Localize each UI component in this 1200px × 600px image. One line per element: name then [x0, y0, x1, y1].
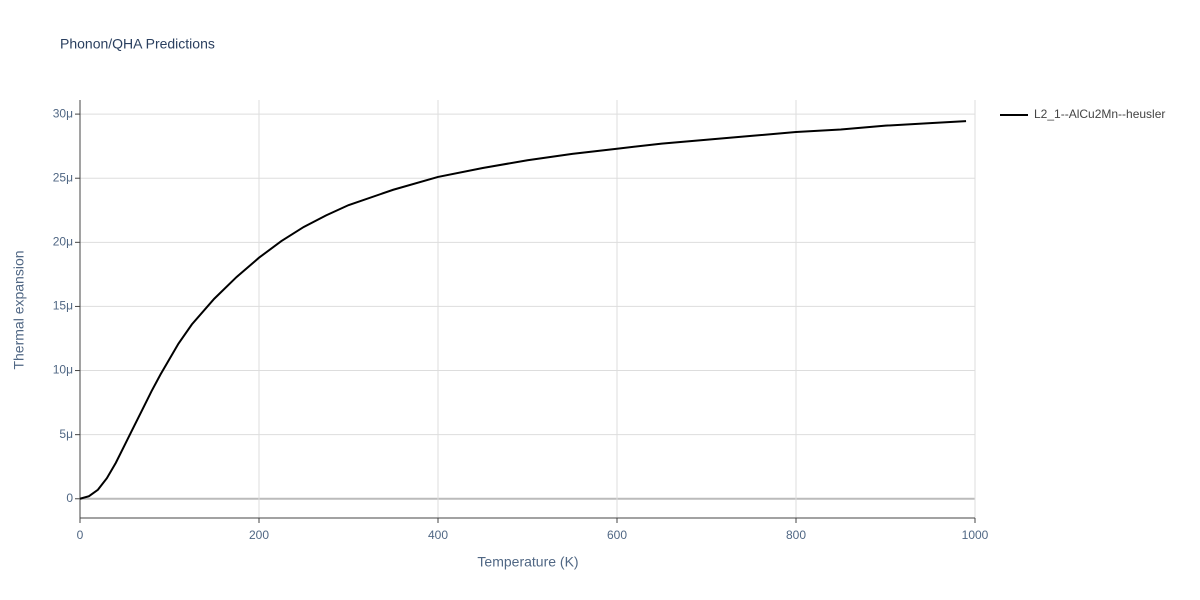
- y-tick-label: 5μ: [59, 427, 73, 441]
- y-tick-label: 20μ: [53, 234, 73, 248]
- y-tick-label: 10μ: [53, 363, 73, 377]
- legend-label: L2_1--AlCu2Mn--heusler: [1034, 107, 1165, 121]
- line: [79, 120, 967, 500]
- chart-title: Phonon/QHA Predictions: [60, 36, 215, 52]
- y-axis-title: Thermal expansion: [11, 250, 27, 369]
- x-tick-label: 200: [249, 528, 269, 542]
- x-tick-label: 0: [77, 528, 84, 542]
- y-tick-label: 25μ: [53, 170, 73, 184]
- y-tick-label: 0: [66, 491, 73, 505]
- x-tick-label: 400: [428, 528, 448, 542]
- x-tick-label: 600: [607, 528, 627, 542]
- x-tick-label: 800: [786, 528, 806, 542]
- x-tick-label: 1000: [962, 528, 989, 542]
- x-axis-title: Temperature (K): [477, 554, 578, 570]
- y-tick-label: 15μ: [53, 299, 73, 313]
- y-tick-label: 30μ: [53, 106, 73, 120]
